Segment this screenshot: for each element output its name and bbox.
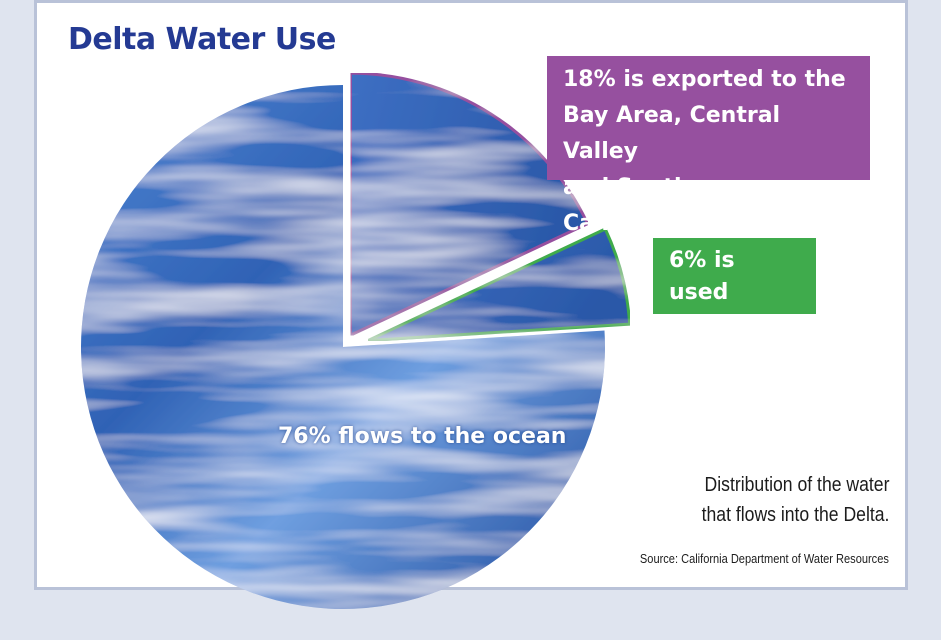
pie-slice-exported — [349, 71, 590, 338]
ocean-slice-label: 76% flows to the ocean — [278, 424, 567, 449]
source-note: Source: California Department of Water R… — [640, 551, 889, 566]
caption-line: that flows into the Delta. — [701, 504, 889, 526]
indelta-callout-line: 6% is used — [669, 248, 735, 305]
chart-caption: Distribution of the water that flows int… — [701, 470, 889, 530]
caption-line: Distribution of the water — [704, 474, 889, 496]
indelta-callout: 6% is used in-Delta — [653, 238, 816, 337]
exported-callout-line: 18% is exported to the — [563, 67, 846, 92]
chart-title: Delta Water Use — [68, 22, 336, 57]
exported-callout: 18% is exported to the Bay Area, Central… — [547, 56, 870, 236]
exported-callout-line: and Southern California — [563, 175, 732, 236]
exported-callout-line: Bay Area, Central Valley — [563, 103, 781, 164]
pie-slice-indelta — [367, 226, 632, 343]
indelta-callout-line: in-Delta — [669, 312, 768, 337]
pie-slice-ocean — [80, 85, 606, 609]
